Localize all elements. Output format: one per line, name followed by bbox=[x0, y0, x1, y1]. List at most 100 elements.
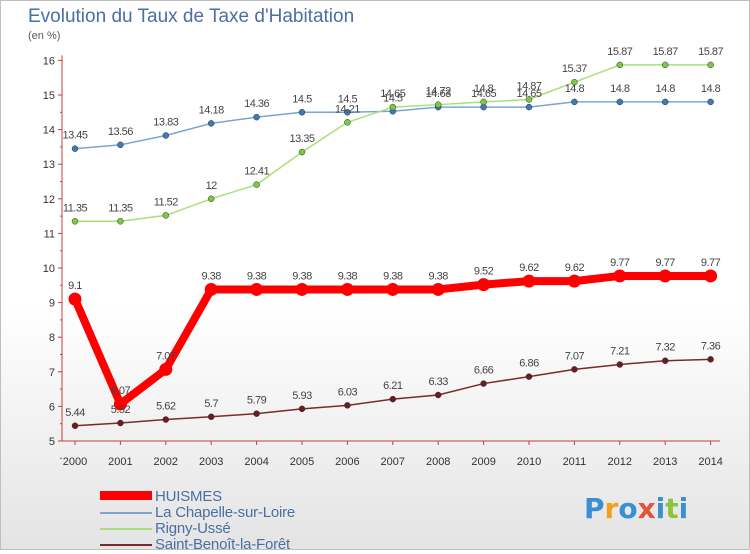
data-label: 13.56 bbox=[108, 126, 133, 138]
data-point bbox=[431, 282, 445, 296]
data-point bbox=[567, 274, 581, 288]
data-point bbox=[704, 269, 718, 283]
data-label: 9.77 bbox=[655, 257, 675, 269]
x-tick-label: 2007 bbox=[381, 456, 405, 468]
data-label: 12 bbox=[206, 180, 218, 192]
chart-subtitle: (en %) bbox=[28, 30, 61, 42]
data-label: 14.5 bbox=[338, 93, 358, 105]
data-label: 13.35 bbox=[289, 133, 314, 145]
data-label: 13.45 bbox=[62, 130, 87, 142]
data-point bbox=[616, 98, 624, 106]
data-label: 9.38 bbox=[383, 270, 403, 282]
data-point bbox=[661, 98, 669, 106]
data-point bbox=[707, 61, 714, 69]
y-tick-label: 11 bbox=[44, 228, 55, 240]
x-tick-label: 2002 bbox=[154, 456, 178, 468]
data-point bbox=[71, 218, 79, 225]
data-point bbox=[522, 274, 536, 288]
logo-letter: o bbox=[618, 492, 638, 525]
logo-letter: P bbox=[584, 492, 605, 525]
data-label: 14.8 bbox=[701, 83, 721, 95]
data-point bbox=[661, 61, 669, 69]
data-point bbox=[434, 391, 442, 399]
logo-letter: i bbox=[655, 492, 666, 525]
x-tick-label: 2010 bbox=[517, 456, 541, 468]
x-tick-label: 2001 bbox=[108, 456, 132, 468]
chart-title: Evolution du Taux de Taxe d'Habitation bbox=[28, 6, 355, 27]
x-tick-label: 2009 bbox=[471, 456, 495, 468]
data-label: 14.63 bbox=[426, 88, 451, 100]
x-tick-label: 2006 bbox=[335, 456, 359, 468]
data-point bbox=[389, 103, 397, 111]
x-tick-label: 2014 bbox=[698, 456, 722, 468]
data-label: 14.21 bbox=[335, 103, 360, 115]
data-point bbox=[571, 98, 578, 106]
data-label: 6.86 bbox=[519, 358, 539, 370]
data-point bbox=[298, 109, 306, 116]
data-point bbox=[207, 195, 215, 203]
data-label: 9.38 bbox=[428, 270, 448, 282]
x-tick-label: 2008 bbox=[426, 456, 450, 468]
data-label: 5.79 bbox=[247, 395, 267, 407]
data-point bbox=[71, 145, 79, 152]
data-label: 11.52 bbox=[154, 196, 179, 208]
legend-label: HUISMES bbox=[155, 488, 222, 505]
data-point bbox=[298, 405, 306, 413]
data-point bbox=[525, 96, 533, 103]
data-label: 7.21 bbox=[610, 346, 630, 358]
data-point bbox=[162, 416, 170, 423]
data-point bbox=[340, 282, 354, 296]
legend-label: Saint-Benoît-la-Forêt bbox=[155, 536, 291, 553]
data-point bbox=[613, 269, 627, 283]
data-point bbox=[71, 422, 79, 430]
data-label: 13.83 bbox=[153, 116, 178, 128]
data-label: 14.5 bbox=[383, 92, 403, 104]
data-label: 14.72 bbox=[426, 86, 451, 98]
data-label: 9.38 bbox=[292, 270, 312, 282]
x-tick-label: 2013 bbox=[653, 456, 677, 468]
data-label: 12.41 bbox=[244, 166, 269, 178]
data-point bbox=[707, 98, 714, 106]
data-label: 14.8 bbox=[655, 83, 675, 95]
data-point bbox=[480, 380, 487, 387]
data-label: 6.33 bbox=[428, 376, 448, 388]
data-label: 9.62 bbox=[519, 262, 539, 274]
data-label: 9.38 bbox=[338, 270, 358, 282]
data-point bbox=[389, 395, 397, 403]
legend-swatch bbox=[100, 528, 152, 530]
x-tick-label: 2000 bbox=[63, 456, 87, 468]
data-point bbox=[525, 373, 533, 380]
data-label: 7.32 bbox=[655, 342, 675, 354]
data-label: 14.65 bbox=[380, 88, 405, 100]
data-label: 14.8 bbox=[610, 83, 630, 95]
data-point bbox=[117, 218, 124, 225]
data-point bbox=[253, 113, 260, 121]
data-label: 14.65 bbox=[471, 88, 496, 100]
x-tick-label: 2004 bbox=[244, 456, 268, 468]
data-point bbox=[207, 413, 215, 421]
data-point bbox=[344, 109, 351, 116]
x-tick-label: 2011 bbox=[563, 456, 587, 468]
data-label: 9.38 bbox=[247, 270, 267, 282]
data-point bbox=[477, 278, 491, 292]
data-point bbox=[117, 141, 124, 149]
data-point bbox=[707, 356, 714, 363]
data-point bbox=[250, 282, 264, 296]
data-label: 5.44 bbox=[65, 407, 85, 419]
x-tick-label: 2012 bbox=[608, 456, 632, 468]
y-tick-label: 5 bbox=[49, 436, 55, 448]
data-point bbox=[661, 357, 669, 364]
data-point bbox=[253, 410, 260, 417]
data-label: 15.87 bbox=[653, 46, 678, 58]
data-point bbox=[571, 78, 578, 86]
data-label: 6.07 bbox=[111, 385, 131, 397]
data-point bbox=[386, 282, 400, 296]
legend-swatch bbox=[100, 512, 152, 514]
y-tick-label: 9 bbox=[49, 298, 55, 310]
data-label: 9.52 bbox=[474, 266, 494, 278]
data-label: 5.52 bbox=[111, 404, 131, 416]
data-label: 9.77 bbox=[610, 257, 630, 269]
logo-letter: i bbox=[678, 492, 689, 525]
data-point bbox=[295, 282, 309, 296]
